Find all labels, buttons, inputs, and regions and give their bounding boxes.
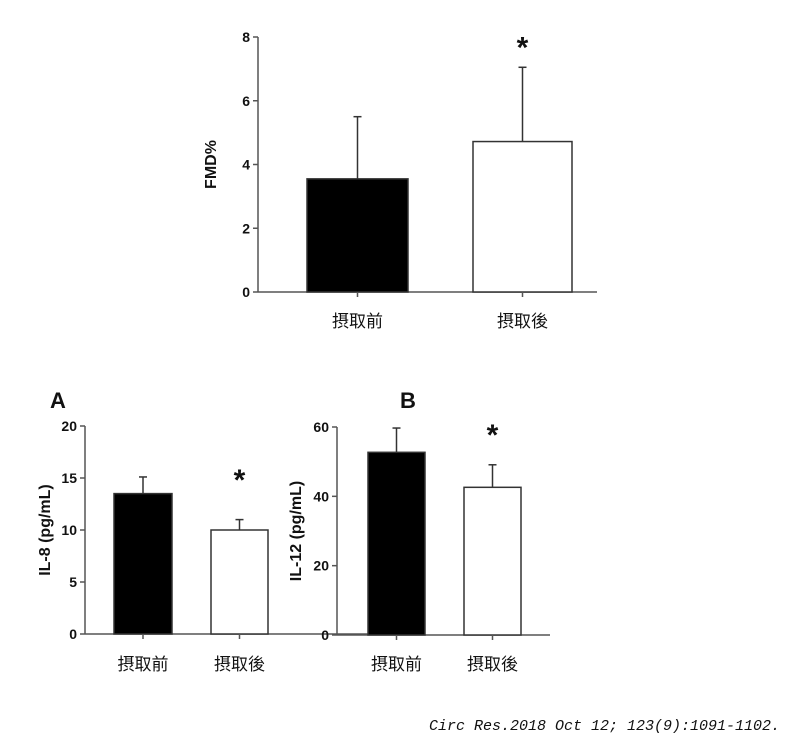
bar bbox=[367, 451, 426, 636]
y-tick-label: 0 bbox=[321, 627, 329, 643]
y-tick-label: 6 bbox=[242, 93, 250, 109]
bar bbox=[113, 492, 173, 635]
bar bbox=[463, 486, 522, 636]
chart-3: 0 20 40 60 IL-12 (pg/mL) B 摂取前 摂取後 * bbox=[288, 388, 550, 675]
x-tick-label: 摂取前 bbox=[371, 655, 422, 675]
bar bbox=[210, 529, 269, 635]
y-tick-label: 40 bbox=[313, 488, 329, 504]
y-axis-label: FMD% bbox=[203, 140, 220, 189]
y-tick-label: 15 bbox=[61, 470, 77, 486]
y-tick-label: 60 bbox=[313, 419, 329, 435]
y-axis-label: IL-12 (pg/mL) bbox=[288, 481, 305, 581]
y-tick-label: 10 bbox=[61, 522, 77, 538]
y-axis-label: IL-8 (pg/mL) bbox=[37, 484, 54, 576]
y-tick-label: 0 bbox=[69, 626, 77, 642]
significance-marker: * bbox=[517, 31, 529, 64]
x-tick-label: 摂取前 bbox=[332, 312, 383, 332]
significance-marker: * bbox=[234, 464, 246, 497]
chart-1: 0 2 4 6 8 FMD% 摂取前 摂取後 * bbox=[203, 29, 597, 332]
citation: Circ Res.2018 Oct 12; 123(9):1091-1102. bbox=[428, 718, 780, 735]
chart-2: 0 5 10 15 20 IL-8 (pg/mL) A 摂取前 摂取後 * bbox=[37, 388, 385, 675]
y-tick-label: 2 bbox=[242, 220, 250, 236]
x-tick-label: 摂取前 bbox=[118, 655, 169, 675]
significance-marker: * bbox=[487, 419, 499, 452]
bar bbox=[306, 178, 409, 293]
y-tick-label: 4 bbox=[242, 157, 250, 173]
y-tick-label: 0 bbox=[242, 284, 250, 300]
panel-label: B bbox=[400, 388, 416, 413]
y-tick-label: 20 bbox=[313, 558, 329, 574]
x-tick-label: 摂取後 bbox=[467, 655, 518, 675]
x-tick-label: 摂取後 bbox=[214, 655, 265, 675]
y-tick-label: 8 bbox=[242, 29, 250, 45]
x-tick-label: 摂取後 bbox=[497, 312, 548, 332]
panel-label: A bbox=[50, 388, 66, 413]
y-tick-label: 20 bbox=[61, 418, 77, 434]
bar bbox=[472, 140, 573, 293]
y-tick-label: 5 bbox=[69, 574, 77, 590]
